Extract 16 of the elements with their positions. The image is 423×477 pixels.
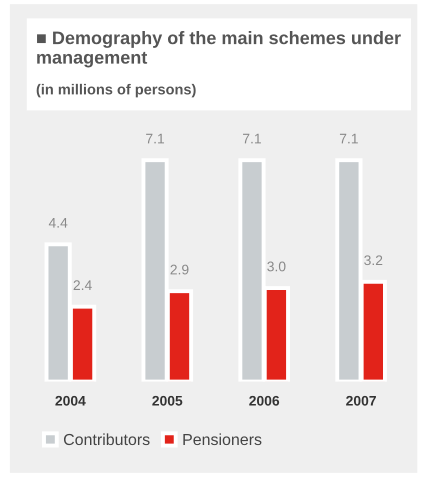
x-tick-label: 2004 xyxy=(55,396,86,406)
data-label: 3.2 xyxy=(364,255,382,266)
x-tick-label: 2007 xyxy=(346,396,376,406)
data-label: 4.4 xyxy=(48,218,68,228)
data-label: 7.1 xyxy=(243,134,261,144)
legend-label: Pensioners xyxy=(183,433,262,446)
data-label: 3.0 xyxy=(267,262,286,272)
x-tick-label: 2006 xyxy=(249,396,280,406)
legend-label: Contributors xyxy=(64,433,150,446)
data-label: 7.1 xyxy=(340,134,358,144)
chart-title: ■ Demography of the main schemes under management xyxy=(37,31,401,68)
data-label: 7.1 xyxy=(146,134,164,144)
x-tick-label: 2005 xyxy=(152,396,182,406)
chart-subtitle: (in millions of persons) xyxy=(36,84,196,98)
data-label: 2.4 xyxy=(74,280,92,290)
data-label: 2.9 xyxy=(170,264,188,275)
